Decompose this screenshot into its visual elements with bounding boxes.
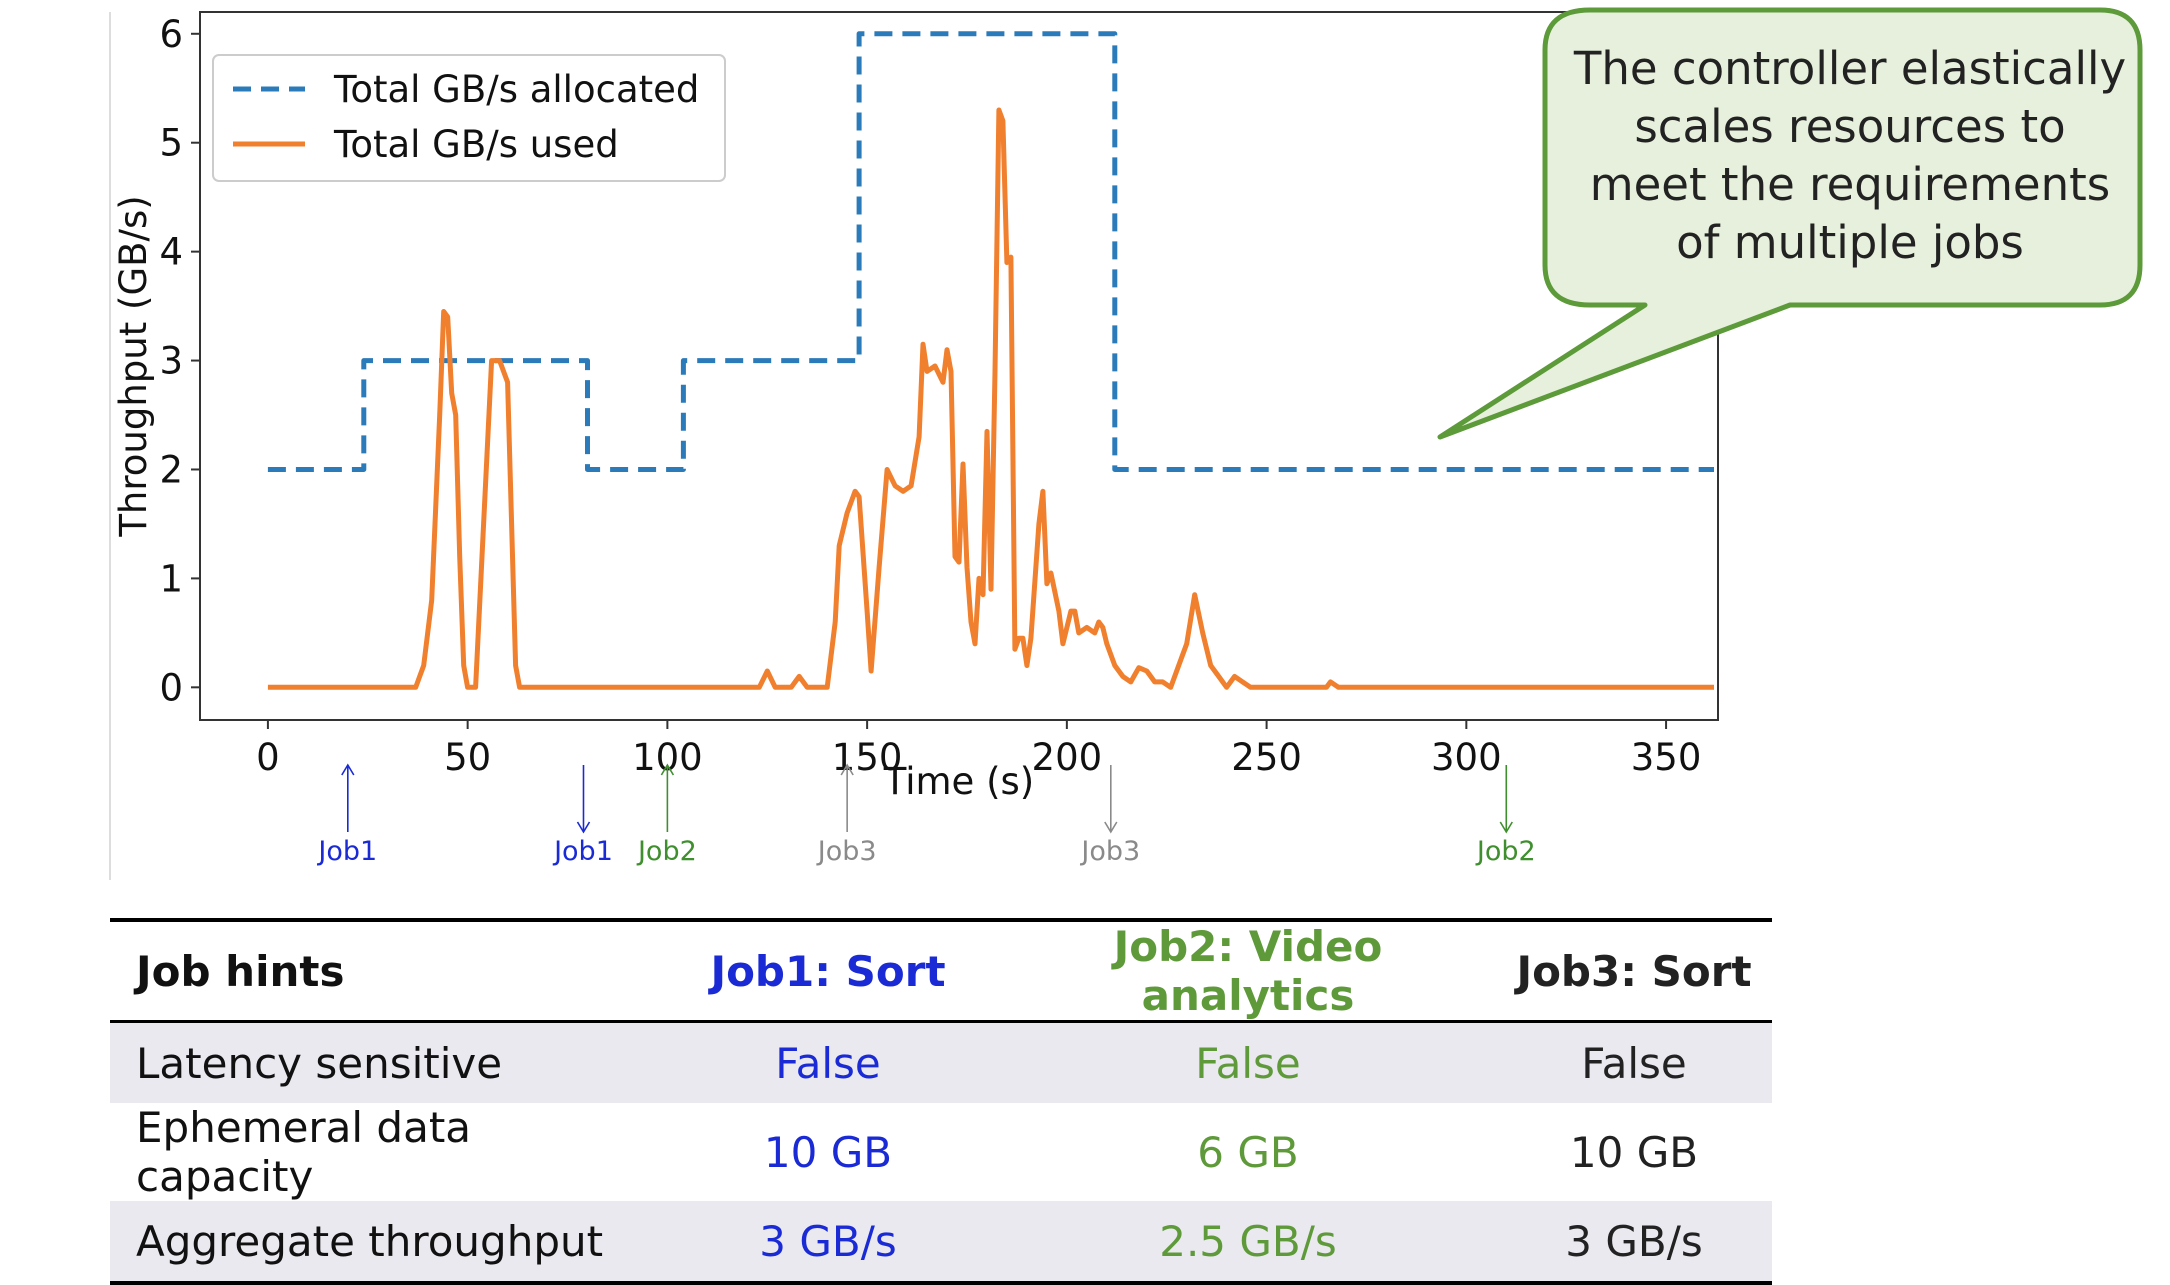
- y-tick-label: 4: [159, 231, 183, 274]
- y-tick-label: 2: [159, 448, 183, 491]
- job-marker-label: Job1: [552, 836, 613, 867]
- cell-job3: False: [1470, 1021, 1772, 1103]
- legend-allocated-label: Total GB/s allocated: [333, 68, 699, 111]
- table-row: Aggregate throughput 3 GB/s 2.5 GB/s 3 G…: [110, 1201, 1772, 1285]
- job-marker-label: Job3: [1079, 836, 1140, 867]
- x-tick-label: 200: [1032, 736, 1103, 779]
- x-tick-label: 300: [1431, 736, 1502, 779]
- allocated-series-line: [267, 31, 1714, 472]
- row-label: Latency sensitive: [110, 1021, 630, 1103]
- callout-line: The controller elastically: [1573, 42, 2127, 95]
- callout-line: scales resources to: [1634, 100, 2066, 153]
- row-label: Aggregate throughput: [110, 1201, 630, 1285]
- job-marker-arrowhead: [1104, 821, 1118, 834]
- cell-job1: 3 GB/s: [630, 1201, 1000, 1285]
- cell-job2: False: [1000, 1021, 1470, 1103]
- header-job1: Job1: Sort: [630, 918, 1000, 1023]
- table-row: Latency sensitive False False False: [110, 1021, 1772, 1103]
- used-series-line: [267, 107, 1714, 690]
- header-job2: Job2: Video analytics: [1000, 918, 1470, 1023]
- callout-line: of multiple jobs: [1676, 216, 2024, 269]
- cell-job3: 3 GB/s: [1470, 1201, 1772, 1285]
- cell-job1: False: [630, 1021, 1000, 1103]
- y-axis-label: Throughput (GB/s): [112, 195, 155, 537]
- y-tick-label: 5: [159, 122, 183, 165]
- cell-job2: 2.5 GB/s: [1000, 1201, 1470, 1285]
- header-job3: Job3: Sort: [1470, 918, 1772, 1023]
- y-tick-label: 1: [159, 557, 183, 600]
- job-marker-arrowhead: [840, 763, 854, 776]
- cell-job3: 10 GB: [1569, 1127, 1699, 1177]
- job-marker-label: Job2: [636, 836, 697, 867]
- cell-job1: 10 GB: [763, 1127, 893, 1177]
- job-hints-table: Job hints Job1: Sort Job2: Video analyti…: [110, 918, 1772, 1285]
- callout-shape: [1437, 7, 2143, 440]
- job-marker-arrowhead: [576, 821, 591, 834]
- y-axis-ticks: 0 1 2 3 4 5 6: [159, 13, 200, 709]
- legend: Total GB/s allocated Total GB/s used: [212, 54, 726, 182]
- job-marker-label: Job3: [816, 836, 877, 867]
- job-marker-label: Job2: [1475, 836, 1536, 867]
- y-tick-label: 6: [159, 13, 183, 56]
- x-tick-label: 250: [1231, 736, 1302, 779]
- job-markers: Job1 Job1 Job2 Job3 Job3 Job2: [316, 763, 1536, 867]
- legend-box: [212, 54, 726, 182]
- callout-text: The controller elastically scales resour…: [1560, 40, 2140, 272]
- cell-job2: 6 GB: [1197, 1127, 1299, 1177]
- x-tick-label: 0: [256, 736, 280, 779]
- header-job-hints: Job hints: [110, 918, 630, 1023]
- y-tick-label: 0: [159, 666, 183, 709]
- job-marker-arrowhead: [341, 763, 355, 776]
- callout-bubble: [1437, 7, 2143, 440]
- series-layer: [267, 31, 1714, 690]
- x-tick-label: 350: [1631, 736, 1702, 779]
- job-marker-arrowhead: [1499, 821, 1513, 834]
- table-row: Ephemeral data capacity 10 GB 6 GB 10 GB: [110, 1103, 1772, 1201]
- job-marker-arrowhead: [660, 763, 675, 776]
- legend-used-label: Total GB/s used: [333, 123, 619, 166]
- job-marker-label: Job1: [316, 836, 377, 867]
- plot-frame: [199, 11, 1719, 721]
- x-axis-label: Time (s): [883, 760, 1034, 803]
- callout-line: meet the requirements: [1589, 158, 2111, 211]
- table-header-row: Job hints Job1: Sort Job2: Video analyti…: [110, 918, 1772, 1023]
- y-tick-label: 3: [159, 340, 183, 383]
- row-label: Ephemeral data capacity: [136, 1103, 472, 1201]
- x-tick-label: 50: [444, 736, 491, 779]
